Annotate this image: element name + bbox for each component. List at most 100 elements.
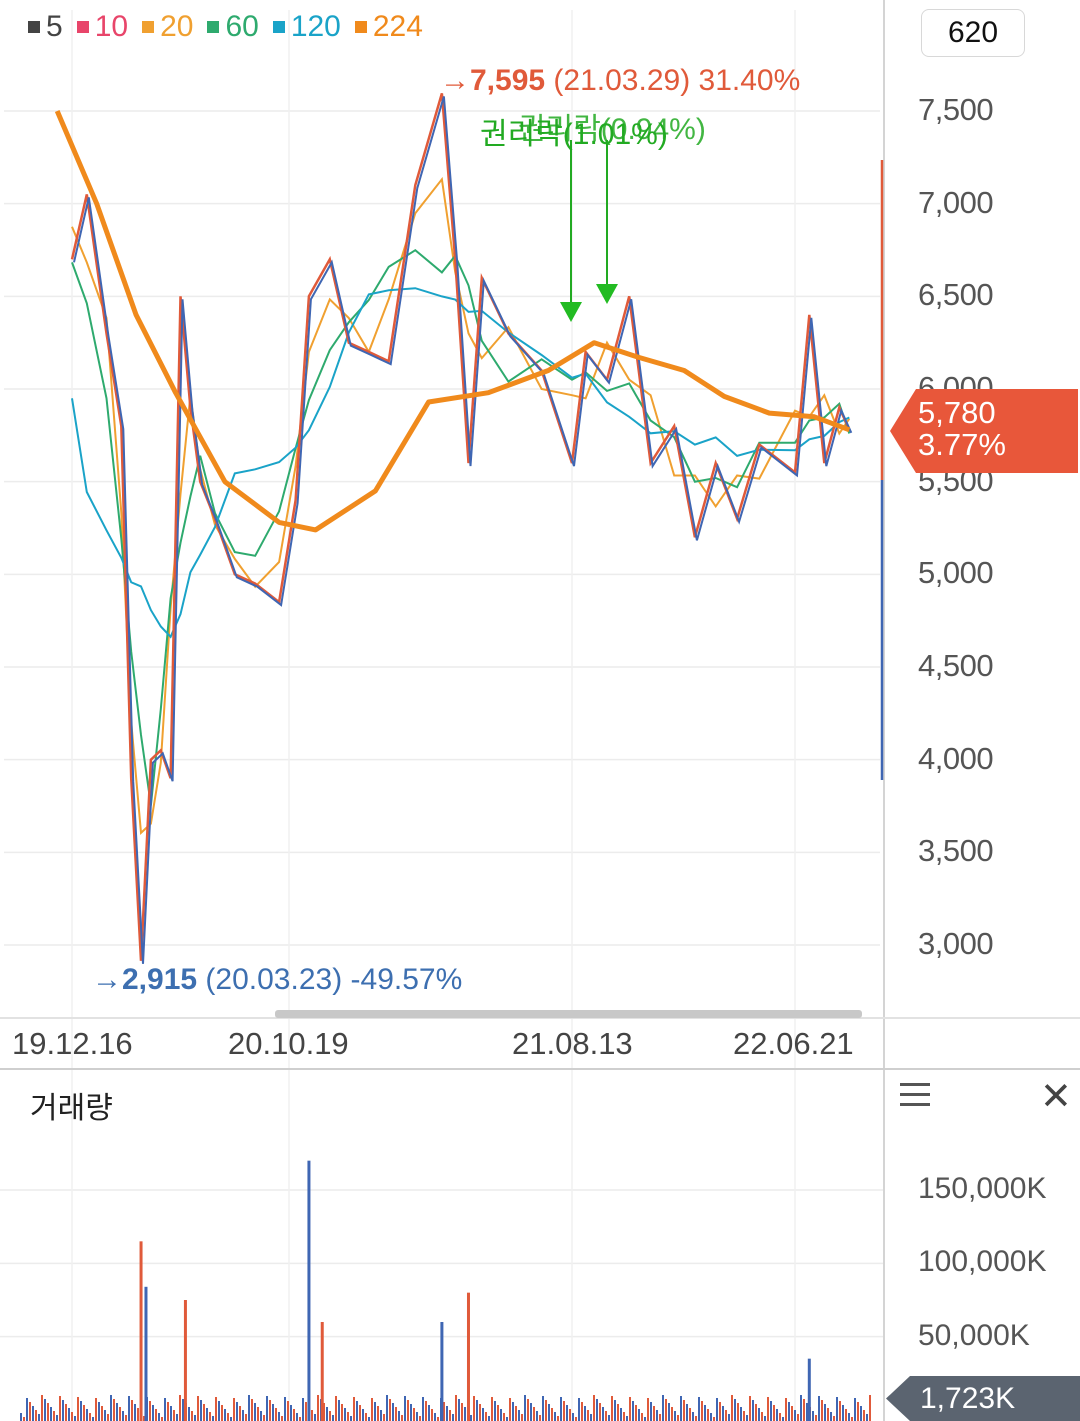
volume-panel-title: 거래량 (30, 1092, 113, 1125)
volume-bar-base (725, 1410, 727, 1421)
rights-arrow-head-1 (596, 284, 618, 304)
volume-bar-base (488, 1416, 490, 1421)
volume-bar-base (431, 1409, 433, 1421)
volume-bar-base (41, 1395, 43, 1421)
volume-bar-base (254, 1403, 256, 1421)
legend-item-ma20[interactable]: 20 (142, 10, 193, 44)
volume-bar-base (137, 1408, 139, 1421)
volume-bar-base (485, 1412, 487, 1421)
high-value: 7,595 (470, 64, 546, 97)
ma-line-0 (71, 176, 851, 836)
volume-bar-base (680, 1396, 682, 1421)
volume-bar-base (518, 1410, 520, 1421)
volume-bar-base (692, 1412, 694, 1421)
volume-bar-base (251, 1399, 253, 1421)
volume-tick-label: 150,000K (918, 1172, 1047, 1205)
legend-item-ma10[interactable]: 10 (76, 10, 128, 44)
volume-bar-base (716, 1398, 718, 1421)
volume-bar-peak (307, 1160, 311, 1421)
y-tick-label: 5,000 (918, 555, 994, 591)
volume-bar-base (248, 1395, 250, 1421)
legend-swatch-ma5 (28, 21, 40, 33)
volume-bar-base (407, 1400, 409, 1421)
close-icon[interactable]: ✕ (1040, 1076, 1072, 1118)
volume-bar-base (737, 1403, 739, 1421)
volume-bar-base (749, 1396, 751, 1421)
menu-icon[interactable] (900, 1083, 930, 1107)
rights-label-1: 권리락(1.01%) (480, 118, 668, 151)
volume-bar-base (107, 1414, 109, 1421)
volume-bar-base (179, 1395, 181, 1421)
volume-bar-base (200, 1400, 202, 1421)
volume-bar-base (29, 1402, 31, 1421)
volume-bar-base (731, 1395, 733, 1421)
volume-bar-base (233, 1398, 235, 1421)
volume-bar-base (452, 1414, 454, 1421)
volume-bar-base (257, 1407, 259, 1421)
volume-bar-base (173, 1410, 175, 1421)
volume-bar-base (740, 1407, 742, 1421)
volume-bar-base (338, 1400, 340, 1421)
volume-bar-base (245, 1414, 247, 1421)
legend-item-ma224[interactable]: 224 (354, 10, 423, 44)
time-gridlines (71, 10, 796, 1421)
volume-bar-base (443, 1402, 445, 1421)
volume-bar-base (335, 1396, 337, 1421)
volume-bar-base (767, 1397, 769, 1421)
y-tick-label: 4,500 (918, 648, 994, 683)
volume-bar-base (818, 1396, 820, 1421)
volume-tick-label: 100,000K (918, 1245, 1047, 1279)
volume-bar-base (779, 1413, 781, 1421)
high-annotation: →7,595 (21.03.29) 31.40% (440, 64, 800, 98)
volume-bar-base (500, 1409, 502, 1421)
volume-bar-base (59, 1396, 61, 1421)
x-tick-label: 22.06.21 (733, 1026, 854, 1061)
volume-bar-base (662, 1395, 664, 1421)
volume-bar-base (188, 1407, 190, 1421)
legend-item-ma60[interactable]: 60 (207, 10, 259, 44)
volume-bar-base (152, 1405, 154, 1421)
volume-bar-peak (466, 1292, 470, 1421)
volume-bar-base (269, 1400, 271, 1421)
volume-bar-base (398, 1411, 400, 1421)
period-selector[interactable]: 620 (921, 9, 1025, 57)
volume-bar-base (521, 1414, 523, 1421)
volume-bar-base (263, 1415, 265, 1421)
volume-bar-base (833, 1416, 835, 1421)
volume-bar-base (491, 1397, 493, 1421)
volume-bar-base (80, 1401, 82, 1421)
volume-bar-base (866, 1414, 868, 1421)
volume-bar-base (743, 1411, 745, 1421)
volume-bar-base (353, 1397, 355, 1421)
legend-item-ma5[interactable]: 5 (28, 10, 63, 44)
volume-bar-base (575, 1417, 577, 1421)
volume-bar-base (365, 1413, 367, 1421)
legend-label-ma224: 224 (372, 10, 423, 43)
ma-legend: 5 10 20 60 120 224 (28, 10, 423, 44)
legend-item-ma120[interactable]: 120 (272, 10, 341, 44)
volume-bar-base (191, 1411, 193, 1421)
price-grid (0, 110, 884, 1338)
volume-bar-base (221, 1405, 223, 1421)
volume-bar-base (593, 1395, 595, 1421)
volume-bar-base (530, 1403, 532, 1421)
volume-bar-base (272, 1404, 274, 1421)
volume-bar-base (23, 1417, 25, 1421)
volume-bar-base (296, 1413, 298, 1421)
volume-bar-base (668, 1403, 670, 1421)
volume-bar-base (479, 1404, 481, 1421)
volume-bar-base (695, 1416, 697, 1421)
volume-bar-base (623, 1412, 625, 1421)
volume-bar-base (698, 1397, 700, 1421)
volume-bar-base (83, 1405, 85, 1421)
volume-bar-base (455, 1395, 457, 1421)
volume-bar-base (788, 1402, 790, 1421)
volume-bar-base (578, 1398, 580, 1421)
volume-bar-base (437, 1417, 439, 1421)
volume-bar-base (665, 1399, 667, 1421)
volume-bar-base (653, 1406, 655, 1421)
volume-bar-base (101, 1406, 103, 1421)
volume-bar-base (746, 1415, 748, 1421)
